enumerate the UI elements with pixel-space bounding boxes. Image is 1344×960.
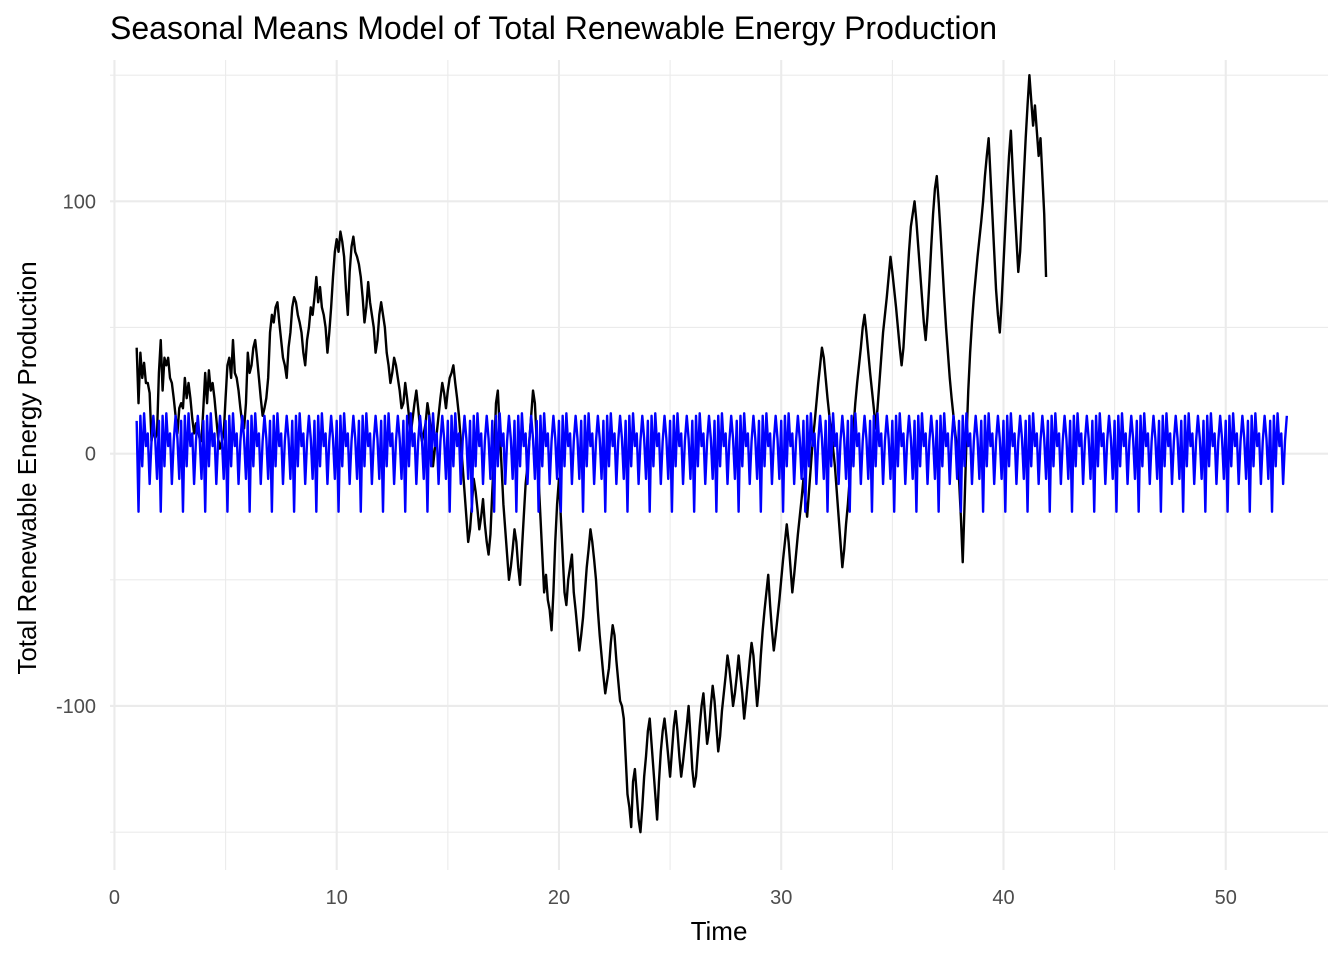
y-tick-label: 100 — [63, 191, 96, 213]
series-line-observed — [135, 73, 1048, 834]
x-tick-label: 30 — [770, 887, 792, 909]
x-tick-label: 0 — [109, 887, 120, 909]
x-tick-label: 10 — [326, 887, 348, 909]
y-axis-label: Total Renewable Energy Production — [12, 261, 42, 674]
series-layer — [135, 73, 1289, 834]
x-tick-label: 50 — [1215, 887, 1237, 909]
y-tick-label: -100 — [56, 696, 96, 718]
series-line-seasonal-means — [135, 412, 1289, 513]
y-tick-label: 0 — [85, 444, 96, 466]
x-tick-label: 40 — [992, 887, 1014, 909]
x-tick-label: 20 — [548, 887, 570, 909]
tick-labels: 0 10 20 30 40 50 -100 0 100 — [56, 191, 1237, 909]
grid — [110, 60, 1328, 870]
x-axis-label: Time — [691, 916, 748, 946]
chart-title: Seasonal Means Model of Total Renewable … — [110, 10, 997, 46]
